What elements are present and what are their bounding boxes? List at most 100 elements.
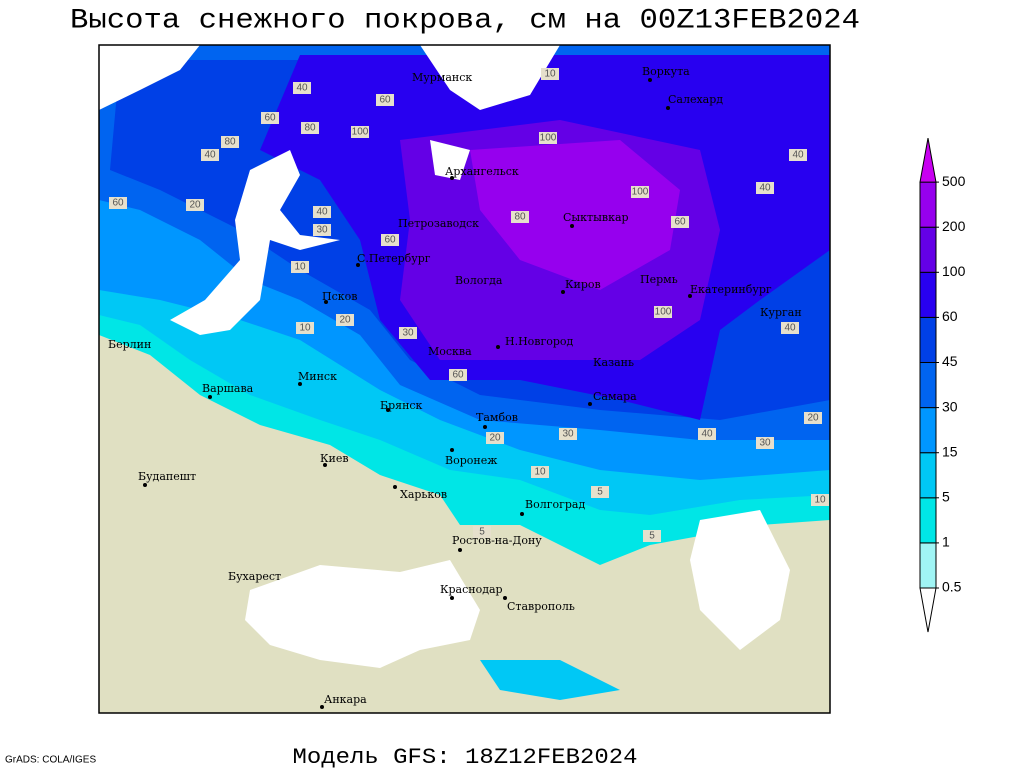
- city-dot: [450, 596, 454, 600]
- city-label: Тамбов: [476, 411, 518, 424]
- city-dot: [520, 512, 524, 516]
- contour-label: 40: [316, 207, 328, 218]
- city-label: Волгоград: [525, 498, 585, 511]
- city-label: Ростов-на-Дону: [452, 534, 542, 547]
- contour-label-box: [511, 211, 529, 223]
- sea-baltic: [170, 150, 340, 335]
- contour-label: 40: [759, 183, 771, 194]
- city-label: Краснодар: [440, 583, 503, 596]
- contour-label: 80: [304, 123, 316, 134]
- contour-label: 30: [402, 328, 414, 339]
- colorbar-label: 1: [942, 534, 950, 550]
- contour-label: 100: [352, 127, 369, 138]
- contour-label: 60: [379, 95, 391, 106]
- contour-label: 60: [112, 198, 124, 209]
- city-label: Казань: [593, 356, 634, 369]
- contour-label-box: [756, 437, 774, 449]
- city-dot: [450, 176, 454, 180]
- contour-label: 80: [224, 137, 236, 148]
- city-dot: [298, 382, 302, 386]
- contour-label: 10: [814, 495, 826, 506]
- contour-label-box: [631, 186, 649, 198]
- city-label: Берлин: [108, 338, 151, 351]
- contour-label: 40: [204, 150, 216, 161]
- city-label: Самара: [593, 390, 637, 403]
- city-label: Варшава: [202, 382, 254, 395]
- contour-label: 5: [597, 487, 603, 498]
- city-label: Сыктывкар: [563, 211, 629, 224]
- contour-label-box: [296, 322, 314, 334]
- colorbar-segment: [919, 407, 937, 454]
- contour-label-box: [789, 149, 807, 161]
- contour-label-box: [109, 197, 127, 209]
- city-label: С.Петербург: [357, 252, 431, 265]
- colorbar-label: 100: [942, 263, 966, 279]
- credit: GrADS: COLA/IGES: [5, 755, 96, 766]
- contour-label: 20: [807, 413, 819, 424]
- contour-label-layer: 10 40 60 80 100 40 60 80 100 40 60 20 30 40 60 80 100 40 6…: [109, 68, 829, 542]
- city-dot: [323, 463, 327, 467]
- contour-label: 30: [562, 429, 574, 440]
- contour-label: 5: [649, 531, 655, 542]
- contour-label-box: [811, 494, 829, 506]
- city-label: Воронеж: [445, 454, 497, 467]
- contour-label-box: [591, 486, 609, 498]
- city-dot: [688, 294, 692, 298]
- snow-200: [470, 140, 680, 290]
- contour-label: 30: [316, 225, 328, 236]
- title: Высота снежного покрова, см на 00Z13FEB2…: [70, 5, 860, 36]
- map-frame: [98, 44, 831, 714]
- snow-caucasus-east: [480, 660, 620, 700]
- city-label: Петрозаводск: [398, 217, 479, 230]
- colorbar-label: 30: [942, 398, 958, 414]
- contour-label-box: [541, 68, 559, 80]
- city-dot: [503, 596, 507, 600]
- colorbar-label: 200: [942, 218, 966, 234]
- colorbar-segment: [919, 226, 937, 273]
- contour-label: 60: [384, 235, 396, 246]
- city-dot: [570, 224, 574, 228]
- city-label: Мурманск: [412, 71, 472, 84]
- contour-label-box: [781, 322, 799, 334]
- contour-label-box: [291, 261, 309, 273]
- contour-label-box: [756, 182, 774, 194]
- contour-label: 40: [792, 150, 804, 161]
- contour-label-box: [313, 224, 331, 236]
- city-dot: [483, 425, 487, 429]
- colorbar-segment: [919, 181, 937, 228]
- colorbar-label: 0.5: [942, 579, 962, 595]
- contour-label-box: [293, 82, 311, 94]
- contour-label: 10: [544, 69, 556, 80]
- contour-label-box: [201, 149, 219, 161]
- city-label: Анкара: [324, 693, 367, 706]
- city-label: Брянск: [380, 399, 423, 412]
- colorbar-under: [919, 587, 937, 633]
- city-label: Екатеринбург: [690, 283, 772, 296]
- colorbar-segment: [919, 316, 937, 363]
- contour-label-box: [486, 432, 504, 444]
- contour-label: 40: [701, 429, 713, 440]
- contour-label: 20: [489, 433, 501, 444]
- city-label: Харьков: [400, 488, 447, 501]
- city-label: Будапешт: [138, 470, 196, 483]
- contour-label-box: [381, 234, 399, 246]
- colorbar-label: 500: [942, 173, 966, 189]
- contour-label-box: [671, 216, 689, 228]
- city-dot: [648, 78, 652, 82]
- contour-label-box: [301, 122, 319, 134]
- city-dot: [393, 485, 397, 489]
- contour-label: 60: [452, 370, 464, 381]
- city-label: Вологда: [455, 274, 503, 287]
- sea-caspian: [690, 510, 790, 650]
- sea-norwegian: [99, 45, 200, 110]
- sea-black: [245, 560, 480, 668]
- city-label: Киев: [320, 452, 349, 465]
- contour-label: 10: [534, 467, 546, 478]
- city-label: Москва: [428, 345, 472, 358]
- colorbar-label: 60: [942, 308, 958, 324]
- contour-label: 60: [674, 217, 686, 228]
- contour-label: 100: [655, 307, 672, 318]
- city-label: Курган: [760, 306, 802, 319]
